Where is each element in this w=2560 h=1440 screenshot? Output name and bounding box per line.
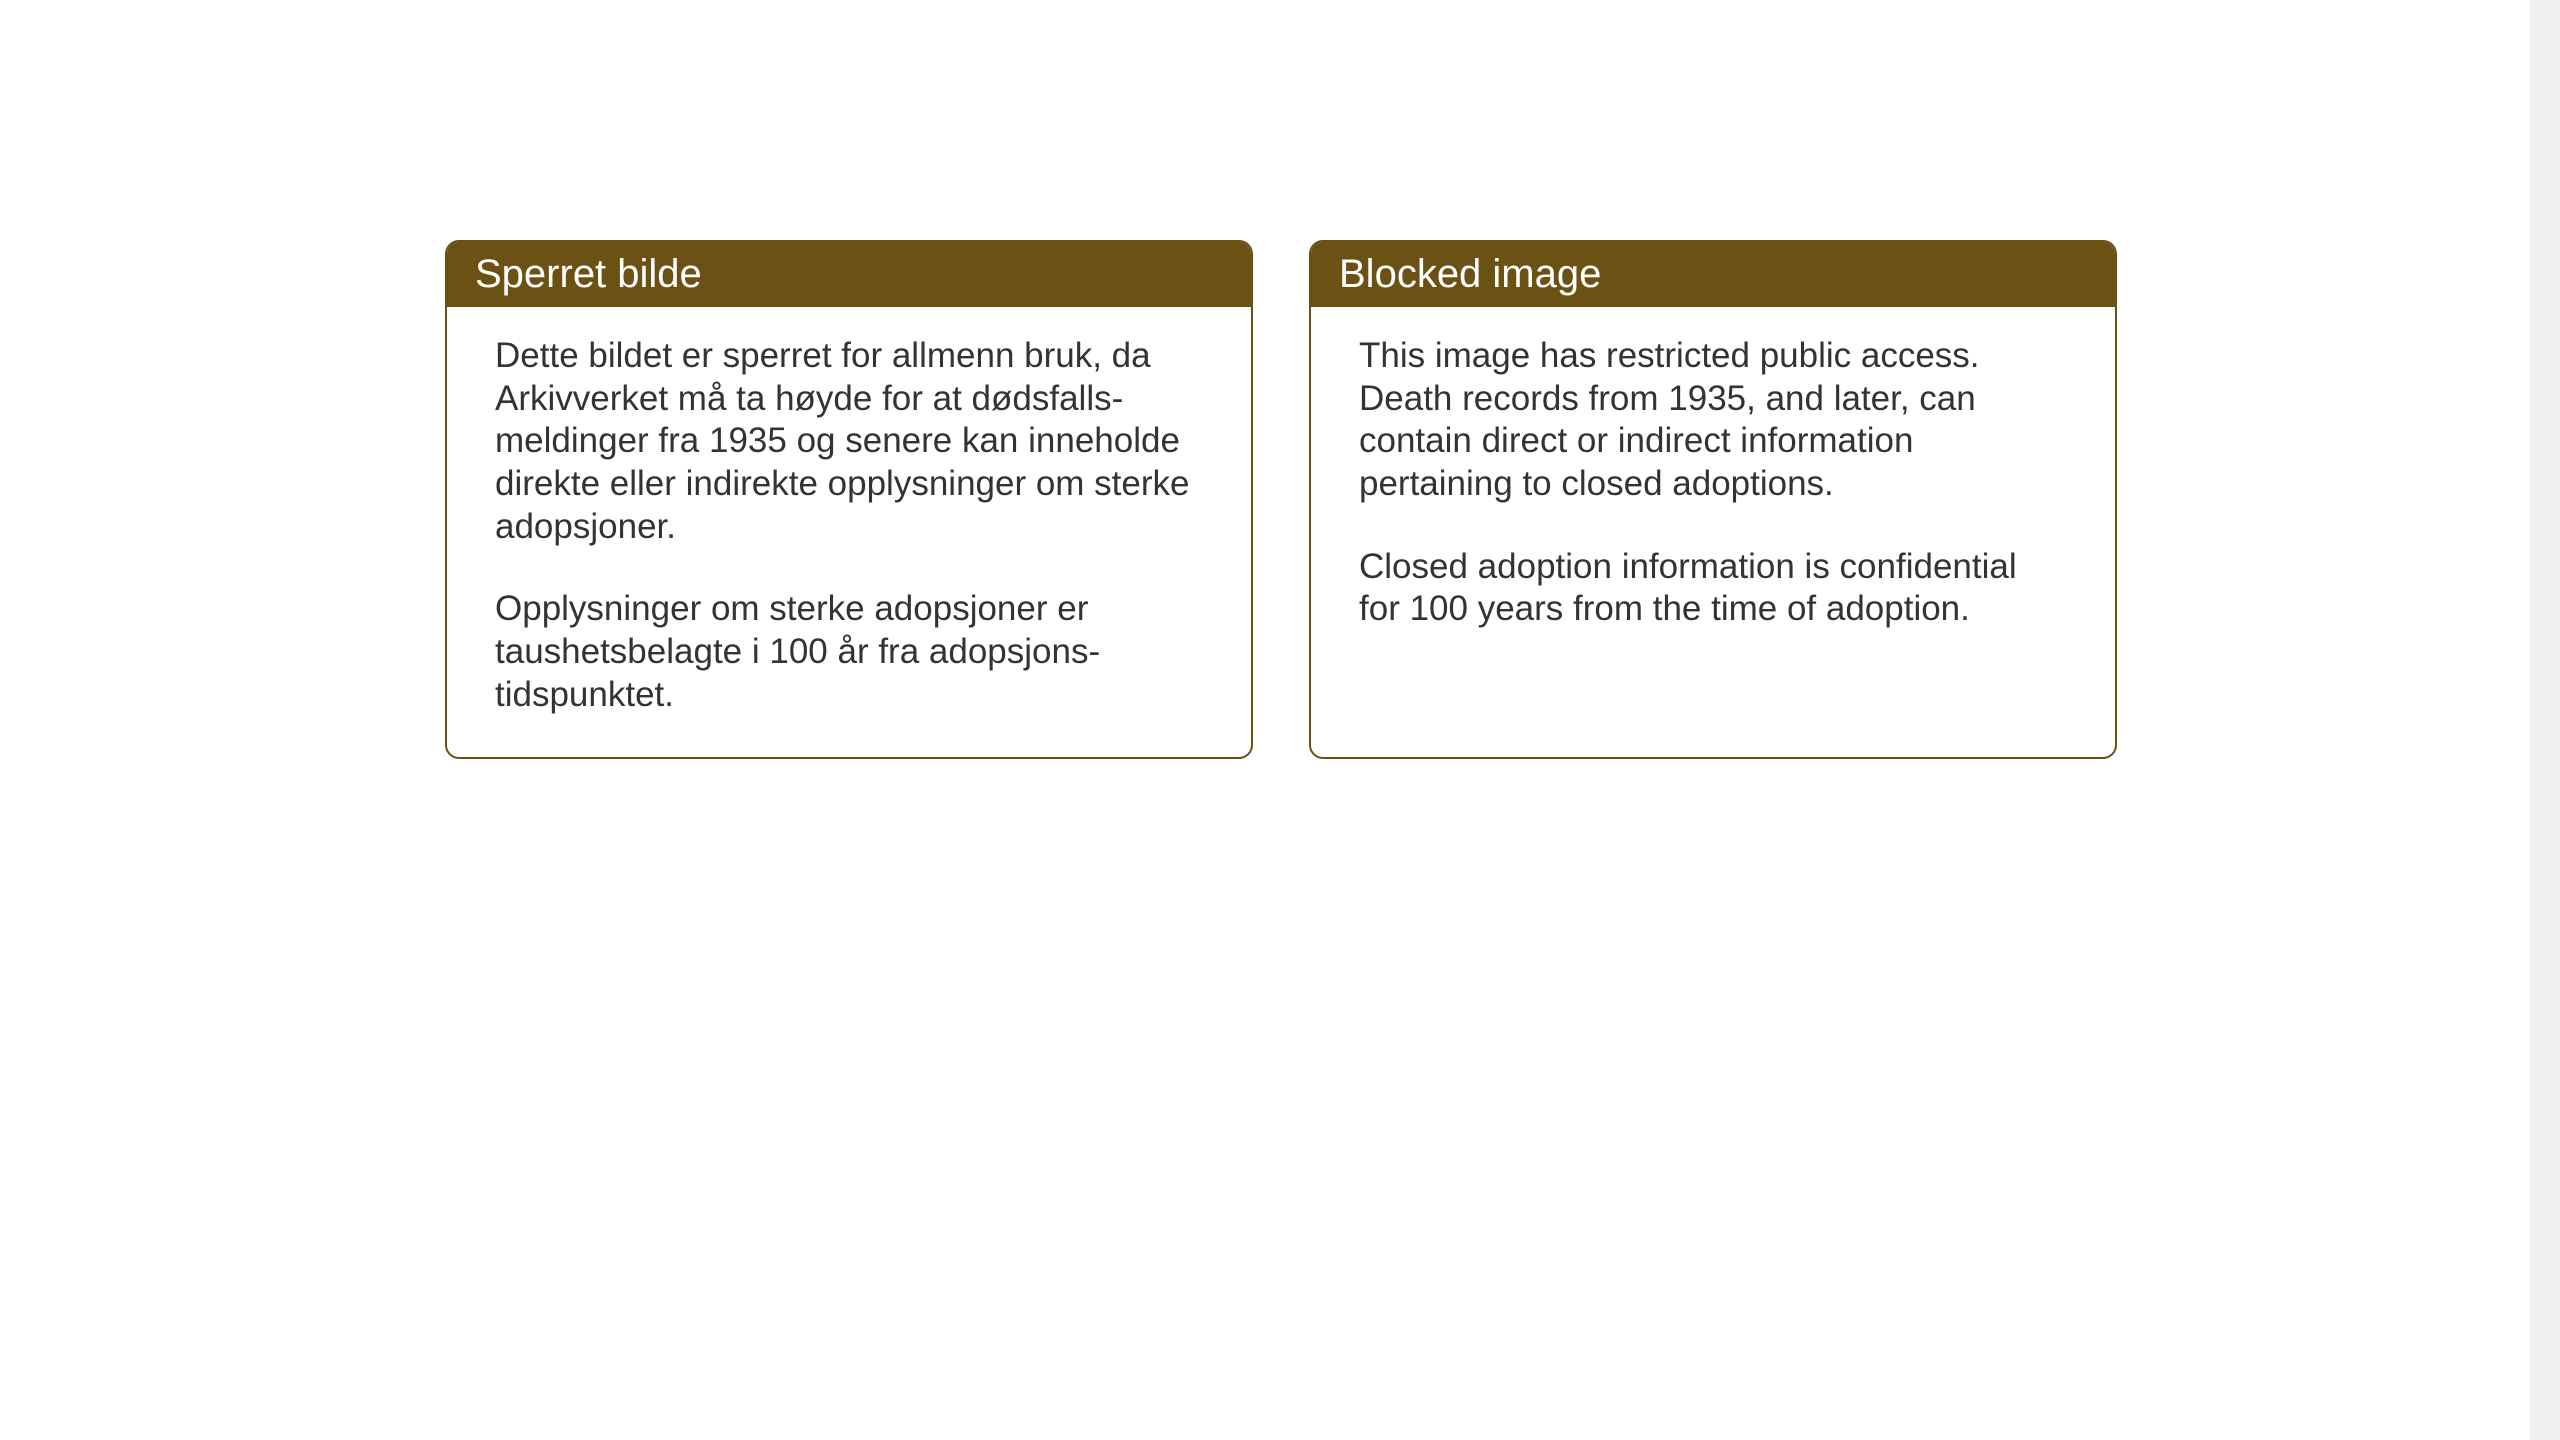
- notice-title-english: Blocked image: [1339, 252, 1601, 296]
- notice-container: Sperret bilde Dette bildet er sperret fo…: [0, 0, 2560, 759]
- notice-body-norwegian: Dette bildet er sperret for allmenn bruk…: [447, 307, 1251, 757]
- notice-paragraph-1-norwegian: Dette bildet er sperret for allmenn bruk…: [495, 335, 1203, 548]
- notice-body-english: This image has restricted public access.…: [1311, 307, 2115, 747]
- notice-header-english: Blocked image: [1311, 242, 2115, 307]
- notice-paragraph-2-english: Closed adoption information is confident…: [1359, 546, 2067, 631]
- notice-paragraph-1-english: This image has restricted public access.…: [1359, 335, 2067, 506]
- notice-paragraph-2-norwegian: Opplysninger om sterke adopsjoner er tau…: [495, 588, 1203, 716]
- notice-card-english: Blocked image This image has restricted …: [1309, 240, 2117, 759]
- scrollbar-track[interactable]: [2530, 0, 2560, 1440]
- notice-card-norwegian: Sperret bilde Dette bildet er sperret fo…: [445, 240, 1253, 759]
- notice-title-norwegian: Sperret bilde: [475, 252, 702, 296]
- notice-header-norwegian: Sperret bilde: [447, 242, 1251, 307]
